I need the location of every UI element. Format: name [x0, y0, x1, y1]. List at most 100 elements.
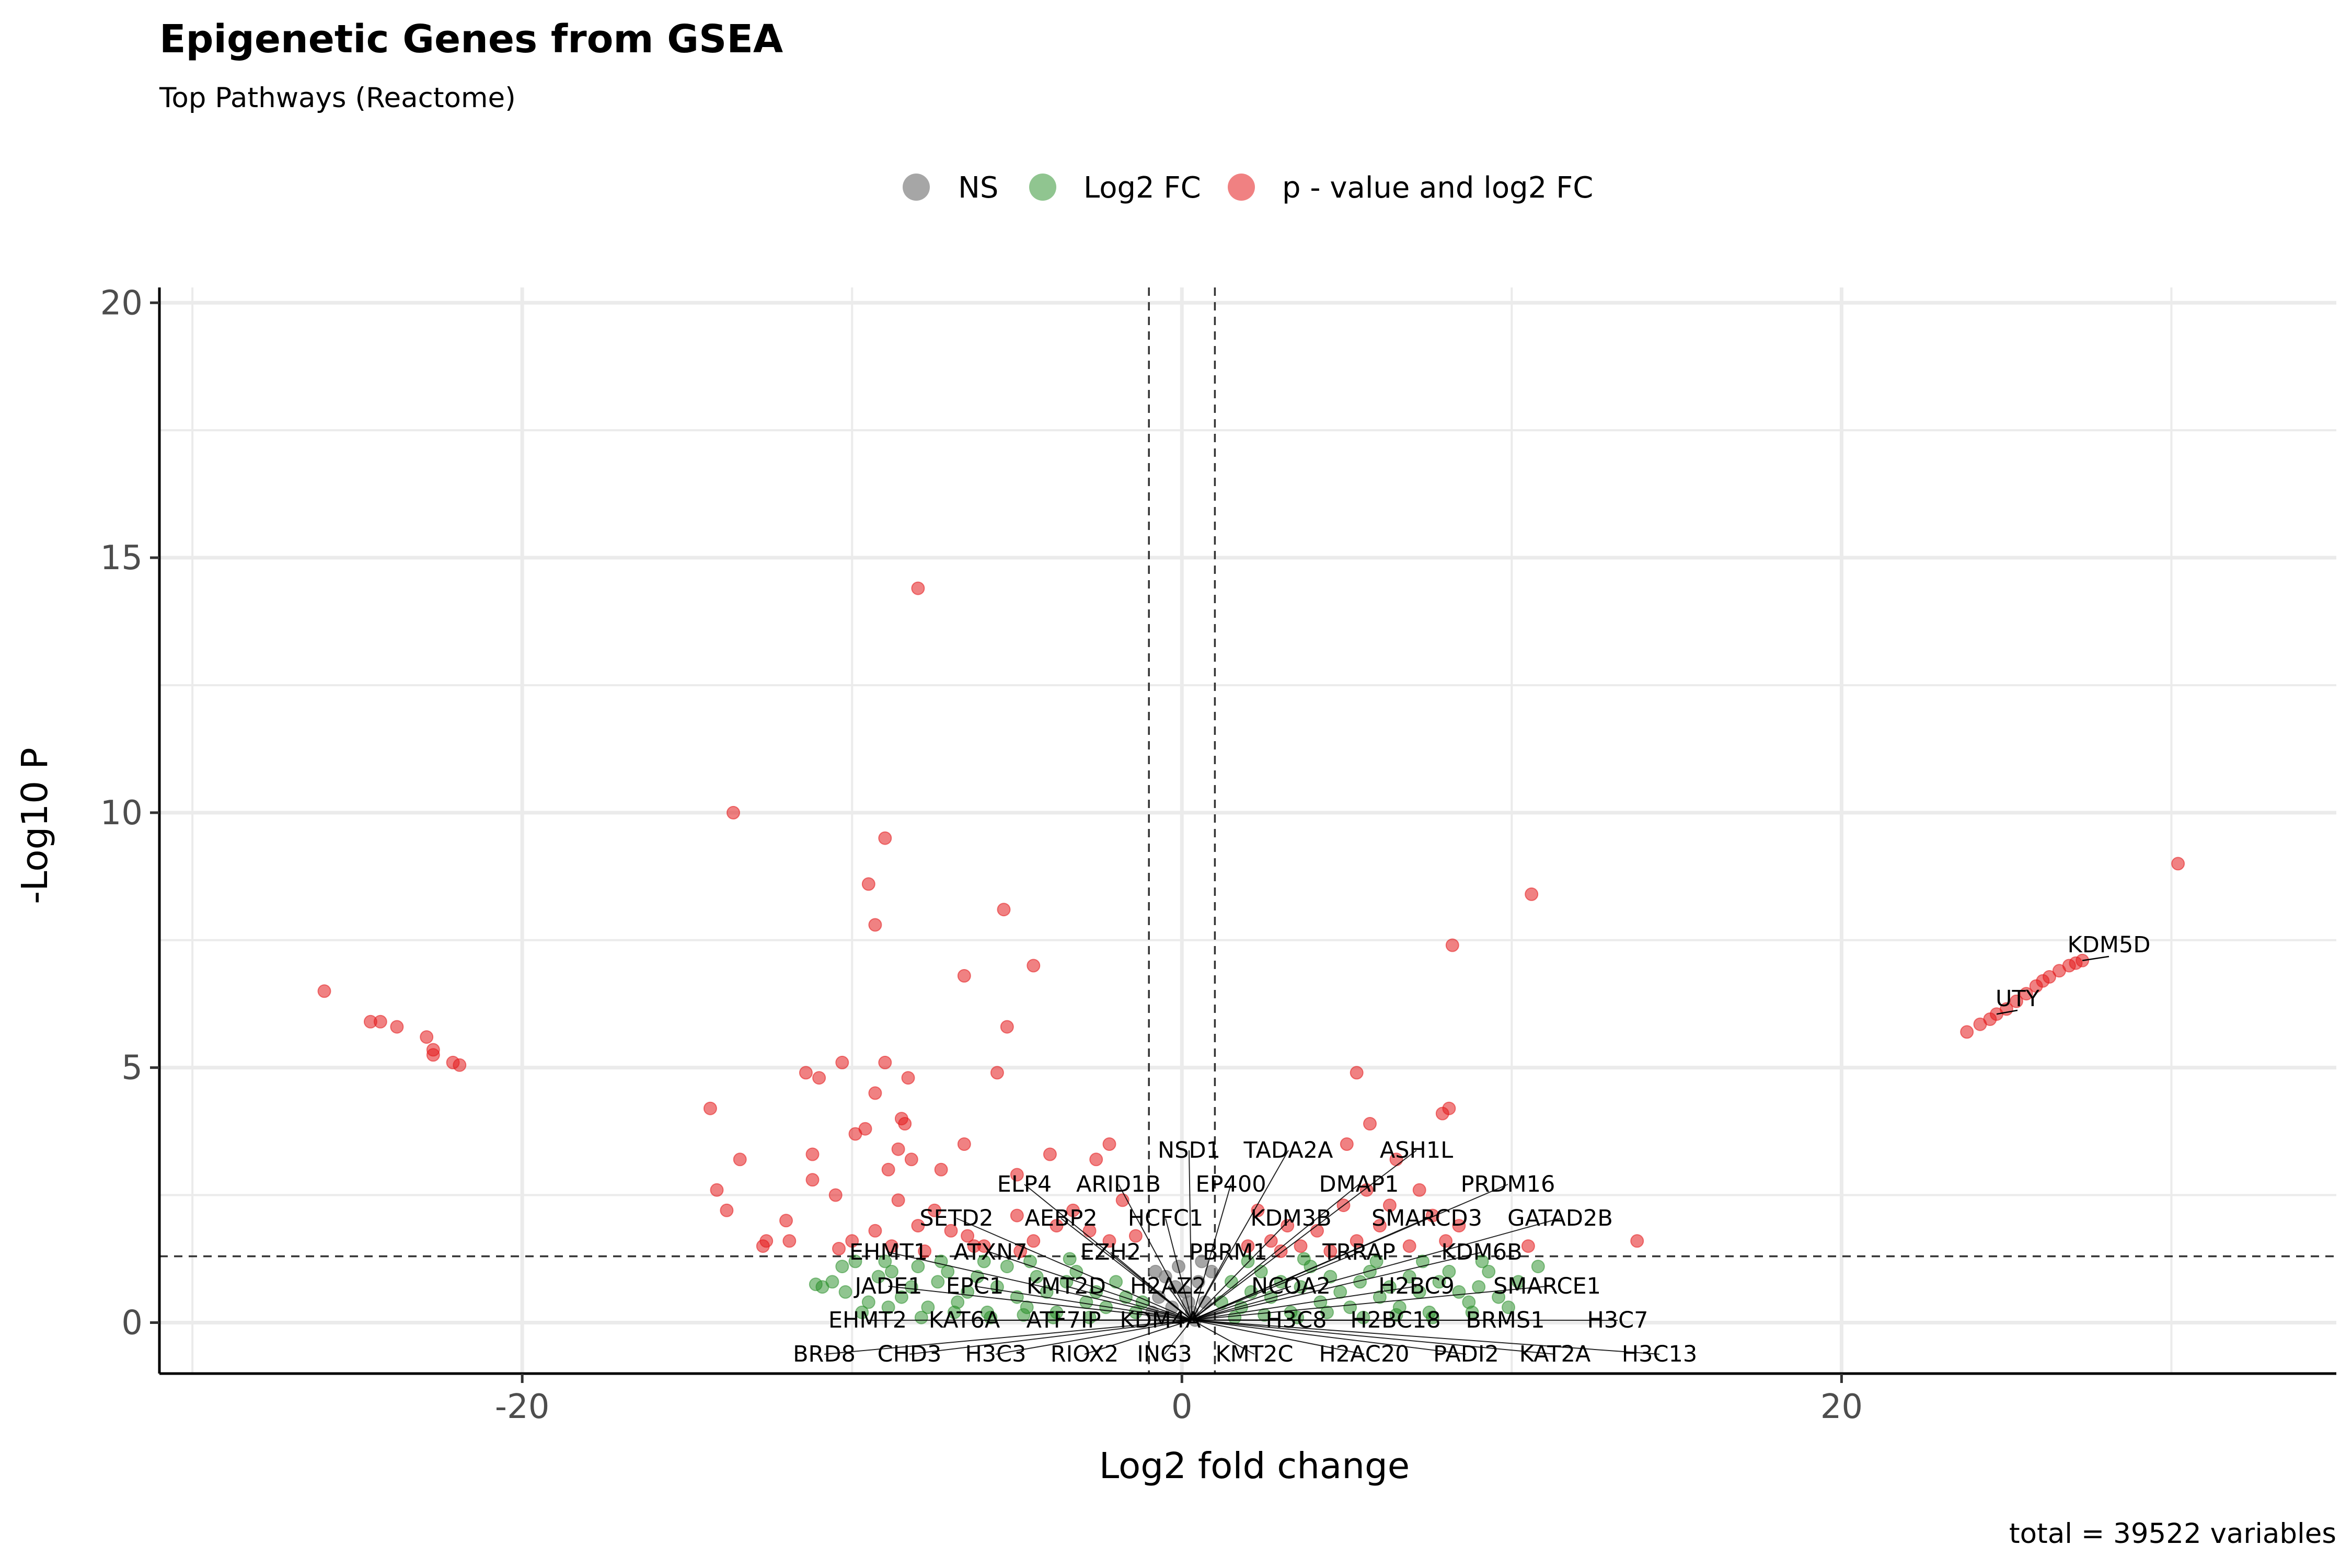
gene-label-kmt2d: KMT2D: [1027, 1273, 1106, 1299]
x-tick-label: -20: [495, 1388, 550, 1426]
point-log2fc: [1000, 1260, 1014, 1274]
gene-label-kat2a: KAT2A: [1519, 1341, 1591, 1367]
legend-label-p-and-log2fc: p - value and log2 FC: [1282, 171, 1593, 205]
point-p_and_log2fc: [828, 1188, 843, 1202]
point-log2fc: [881, 1300, 895, 1315]
point-log2fc: [855, 1305, 869, 1319]
gene-label-brd8: BRD8: [793, 1341, 856, 1367]
point-p_and_log2fc: [845, 1234, 859, 1248]
x-axis-title: Log2 fold change: [1099, 1445, 1410, 1487]
point-log2fc: [809, 1277, 823, 1292]
point-log2fc: [931, 1275, 945, 1289]
point-log2fc: [1017, 1308, 1031, 1322]
label-connector: [1191, 1252, 1229, 1321]
threshold-lines: [159, 287, 2336, 1374]
gene-label-arid1b: ARID1B: [1076, 1171, 1161, 1197]
point-p_and_log2fc: [805, 1173, 820, 1187]
point-log2fc: [1432, 1275, 1446, 1289]
y-tick-label: 20: [100, 284, 143, 322]
gene-label-ash1l: ASH1L: [1380, 1137, 1453, 1163]
label-connector: [974, 1286, 1192, 1321]
label-connector: [1110, 1252, 1192, 1321]
gene-label-riox2: RIOX2: [1051, 1341, 1119, 1367]
label-connector: [1192, 1319, 1365, 1355]
gene-labels: KDM5D UTY NSD1 TADA2A ASH1L ELP4 ARID1B EP400 DM…: [793, 932, 2150, 1367]
axes: -20 0 20 0 5 10 15 20: [100, 284, 2336, 1426]
legend-key-ns: [903, 174, 930, 201]
point-p_and_log2fc: [868, 1086, 882, 1100]
point-p_and_log2fc: [759, 1234, 774, 1248]
point-log2fc: [904, 1280, 918, 1294]
label-connector: [888, 1286, 1192, 1321]
point-p_and_log2fc: [1402, 1239, 1416, 1253]
label-connector: [1191, 1319, 1255, 1355]
point-p_and_log2fc: [812, 1071, 826, 1085]
point-p_and_log2fc: [1089, 1152, 1103, 1167]
point-p_and_log2fc: [1373, 1219, 1387, 1233]
point-log2fc: [1119, 1290, 1133, 1304]
grid: [159, 287, 2336, 1374]
gene-label-atxn7: ATXN7: [953, 1239, 1027, 1265]
point-log2fc: [1320, 1305, 1334, 1319]
point-p_and_log2fc: [1442, 1101, 1456, 1115]
point-ns: [1148, 1264, 1162, 1278]
point-log2fc: [1241, 1254, 1255, 1269]
point-p_and_log2fc: [782, 1234, 797, 1248]
point-p_and_log2fc: [1382, 1198, 1397, 1213]
gene-label-nsd1: NSD1: [1158, 1137, 1220, 1163]
point-log2fc: [1531, 1260, 1545, 1274]
label-connector: [1084, 1319, 1192, 1355]
point-log2fc: [1465, 1305, 1479, 1319]
point-p_and_log2fc: [420, 1030, 434, 1044]
point-p_and_log2fc: [1010, 1168, 1024, 1182]
label-connector: [1191, 1252, 1359, 1321]
point-log2fc: [914, 1310, 928, 1324]
label-connector: [1164, 1319, 1193, 1355]
point-p_and_log2fc: [944, 1224, 958, 1238]
point-p_and_log2fc: [733, 1152, 747, 1167]
point-p_and_log2fc: [918, 1244, 932, 1258]
point-log2fc: [871, 1270, 885, 1284]
legend-key-p-and-log2fc: [1228, 174, 1255, 201]
gene-label-setd2: SETD2: [919, 1205, 993, 1231]
label-connector: [1191, 1184, 1359, 1321]
point-p_and_log2fc: [1439, 1234, 1453, 1248]
point-ns: [1172, 1260, 1185, 1274]
point-log2fc: [1323, 1270, 1338, 1284]
gene-label-smarce1: SMARCE1: [1493, 1273, 1601, 1299]
gene-label-aebp2: AEBP2: [1024, 1205, 1097, 1231]
point-log2fc: [1135, 1295, 1149, 1309]
x-tick-label: 0: [1171, 1388, 1193, 1426]
label-connector: [1191, 1150, 1417, 1321]
legend-key-log2fc: [1029, 174, 1056, 201]
point-p_and_log2fc: [967, 1239, 981, 1253]
data-points: [317, 581, 2185, 1327]
point-p_and_log2fc: [1281, 1219, 1295, 1233]
point-p_and_log2fc: [1960, 1025, 1974, 1039]
gene-label-kmt2c: KMT2C: [1216, 1341, 1294, 1367]
point-p_and_log2fc: [799, 1066, 813, 1080]
gene-label-ehmt2: EHMT2: [828, 1307, 907, 1333]
x-tick-label: 20: [1820, 1388, 1863, 1426]
label-connector: [1118, 1184, 1193, 1321]
point-log2fc: [1442, 1264, 1456, 1278]
point-log2fc: [1363, 1264, 1377, 1278]
label-connector: [1191, 1218, 1561, 1321]
point-log2fc: [1254, 1264, 1268, 1278]
gene-label-ehmt1: EHMT1: [849, 1239, 928, 1265]
point-p_and_log2fc: [805, 1147, 820, 1161]
gene-label-kdm5d: KDM5D: [2068, 932, 2151, 958]
gene-label-smarcd3: SMARCD3: [1371, 1205, 1482, 1231]
point-log2fc: [1416, 1254, 1429, 1269]
point-log2fc: [1369, 1254, 1383, 1269]
point-p_and_log2fc: [1425, 1208, 1439, 1223]
point-p_and_log2fc: [1102, 1137, 1116, 1151]
point-p_and_log2fc: [928, 1203, 941, 1217]
point-p_and_log2fc: [1000, 1020, 1014, 1034]
point-p_and_log2fc: [710, 1183, 724, 1197]
legend: NS Log2 FC p - value and log2 FC: [903, 171, 1593, 205]
point-p_and_log2fc: [1630, 1234, 1644, 1248]
caption: total = 39522 variables: [2009, 1518, 2336, 1550]
point-log2fc: [1333, 1285, 1347, 1299]
